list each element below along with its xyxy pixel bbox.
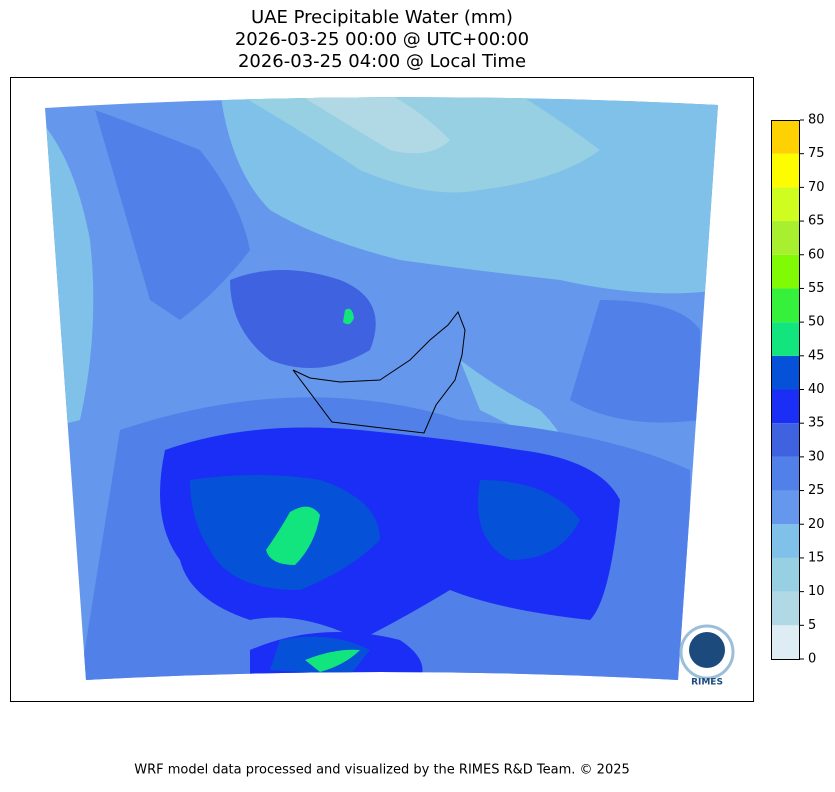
tick-label: 25 <box>808 483 825 498</box>
title: UAE Precipitable Water (mm) <box>251 7 513 28</box>
colorbar-frame <box>771 120 800 660</box>
tick-label: 60 <box>808 247 825 262</box>
colorbar-band <box>771 322 800 356</box>
tick-label: 10 <box>808 584 825 599</box>
tick-label: 75 <box>808 146 825 161</box>
colorbar-band <box>771 456 800 491</box>
colorbar-band <box>771 254 800 289</box>
colorbar-band <box>771 355 800 390</box>
tick-label: 45 <box>808 348 825 363</box>
footer: WRF model data processed and visualized … <box>134 763 630 778</box>
tick-label: 70 <box>808 180 825 195</box>
contour-region <box>230 270 376 368</box>
country-border <box>292 310 466 434</box>
contour-region <box>95 110 250 320</box>
tick-label: 55 <box>808 281 825 296</box>
contour-region <box>305 649 360 672</box>
subtitle: 2026-03-25 04:00 @ Local Time <box>238 51 526 72</box>
colorbar-band <box>771 591 800 626</box>
tick-label: 80 <box>808 113 825 128</box>
map-frame <box>10 77 754 702</box>
colorbar-band <box>771 490 800 525</box>
colorbar-band <box>771 187 800 222</box>
colorbar-band <box>771 288 800 323</box>
contour-region <box>460 360 563 450</box>
contour-region <box>570 300 700 423</box>
tick-label: 40 <box>808 382 825 397</box>
subtitle: 2026-03-25 00:00 @ UTC+00:00 <box>235 29 529 50</box>
colorbar-band <box>771 423 800 457</box>
contour-region <box>478 480 580 560</box>
tick-label: 20 <box>808 517 825 532</box>
contour-region <box>266 506 320 565</box>
contour-region <box>300 97 450 154</box>
tick-label: 5 <box>808 618 816 633</box>
tick-label: 15 <box>808 550 825 565</box>
colorbar-band <box>771 389 800 424</box>
colorbar: 0 5 10 15 20 25 30 35 40 45 50 55 60 65 70 75 80 <box>771 113 825 667</box>
logo-text: RIMES <box>691 678 723 688</box>
map-field <box>45 97 718 680</box>
tick-label: 50 <box>808 315 825 330</box>
tick-label: 35 <box>808 416 825 431</box>
tick-label: 0 <box>808 652 816 667</box>
colorbar-band <box>771 153 800 188</box>
colorbar-band <box>771 221 800 255</box>
contour-region <box>343 308 354 325</box>
colorbar-band <box>771 524 800 558</box>
tick-label: 65 <box>808 214 825 229</box>
colorbar-band <box>771 120 800 154</box>
logo: RIMES <box>679 624 735 688</box>
tick-label: 30 <box>808 449 825 464</box>
colorbar-band <box>771 557 800 592</box>
colorbar-band <box>771 625 800 659</box>
